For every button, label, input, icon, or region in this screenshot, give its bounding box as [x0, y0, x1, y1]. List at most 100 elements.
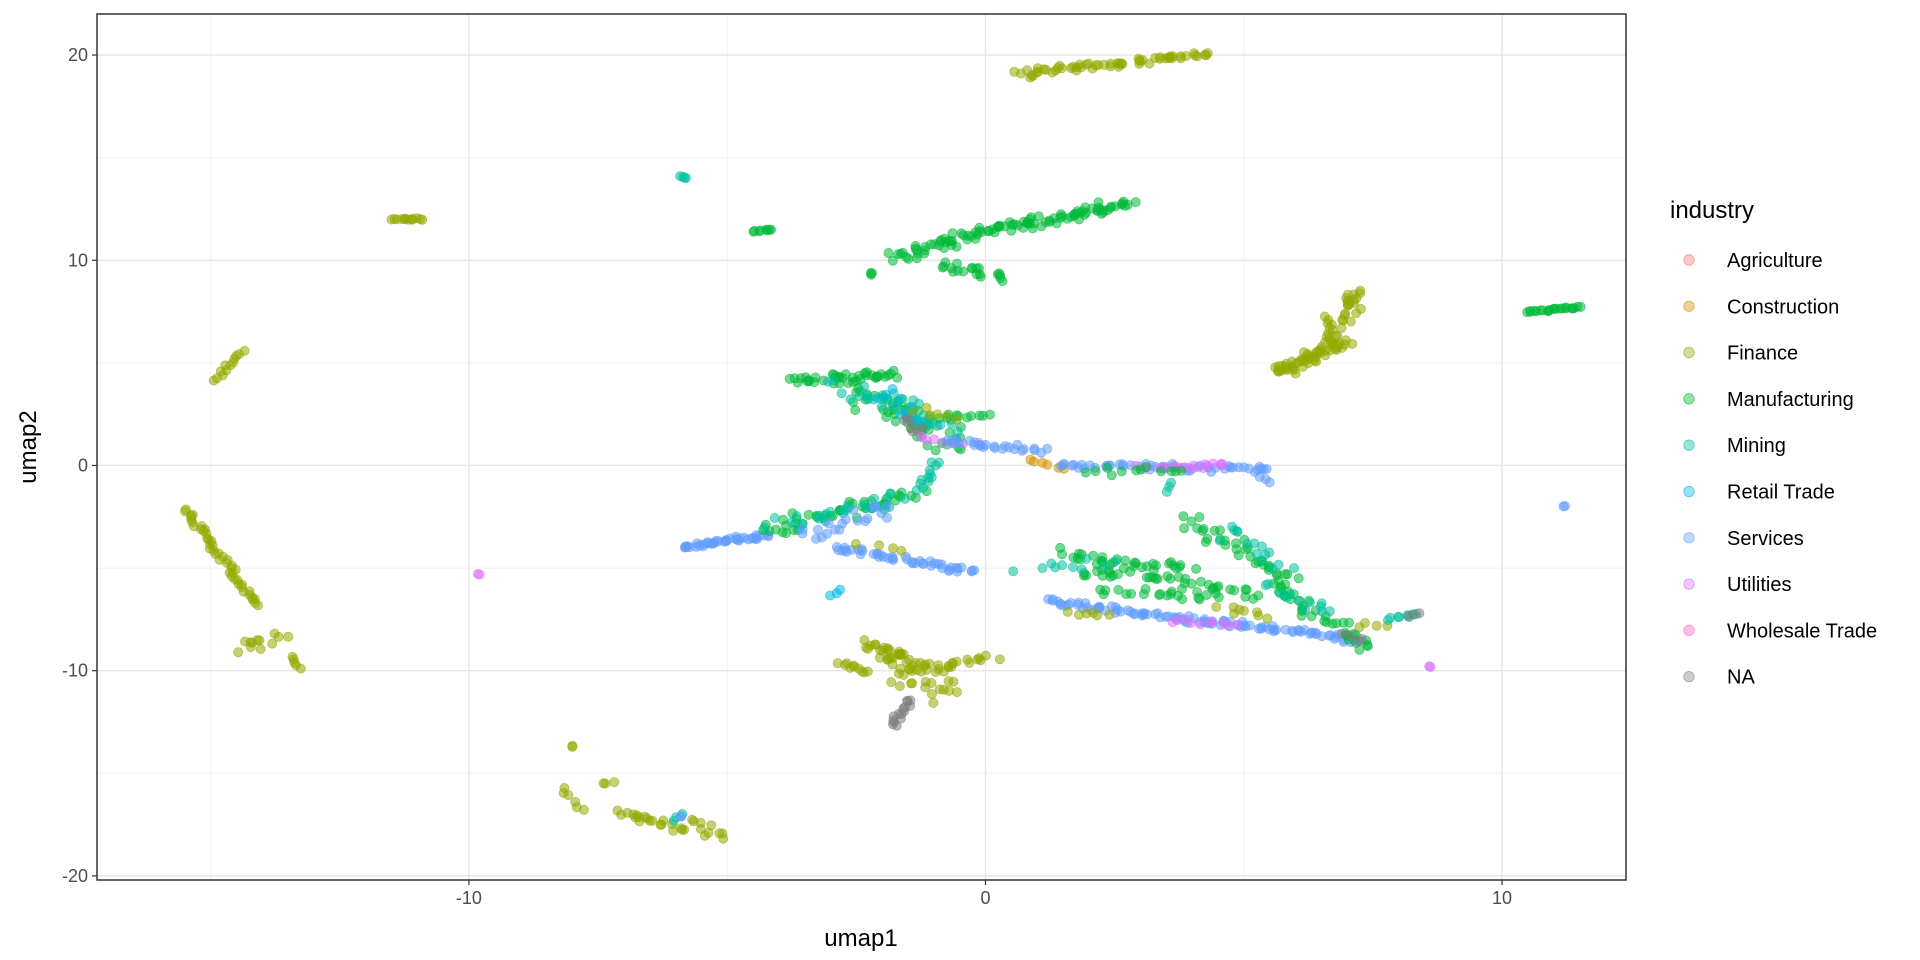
point-finance [951, 414, 962, 425]
point-na [1414, 608, 1425, 619]
point-manufacturing [883, 247, 894, 258]
legend-key-agriculture [1683, 254, 1695, 266]
point-finance [1134, 55, 1145, 66]
point-finance [1091, 60, 1102, 71]
point-services [952, 566, 963, 577]
point-services [876, 508, 887, 519]
x-tick-label: 10 [1492, 888, 1512, 908]
point-mining [1076, 564, 1087, 575]
point-finance [1211, 602, 1222, 613]
point-finance [894, 681, 905, 692]
point-retail-trade [881, 389, 892, 400]
point-finance [862, 643, 873, 654]
point-finance [1371, 620, 1382, 631]
point-manufacturing [1100, 585, 1111, 596]
point-finance [239, 345, 250, 356]
point-mining [952, 426, 963, 437]
y-tick-label: 0 [78, 455, 88, 475]
point-mining [1285, 589, 1296, 600]
point-utilities [1216, 458, 1227, 469]
point-construction [1042, 459, 1053, 470]
point-mining [1068, 562, 1079, 573]
point-manufacturing [1178, 511, 1189, 522]
point-manufacturing [994, 221, 1005, 232]
point-finance [943, 660, 954, 671]
legend-key-wholesale-trade [1683, 624, 1695, 637]
point-finance [933, 664, 944, 675]
point-manufacturing [1080, 467, 1091, 478]
point-manufacturing [958, 266, 969, 277]
point-manufacturing [848, 376, 859, 387]
legend-key-manufacturing [1683, 393, 1695, 405]
point-manufacturing [1225, 584, 1236, 595]
point-manufacturing [880, 371, 891, 382]
point-manufacturing [1166, 557, 1177, 568]
point-mining [1008, 566, 1019, 577]
point-manufacturing [910, 243, 921, 254]
point-mining [786, 517, 797, 528]
point-manufacturing [1138, 589, 1149, 600]
point-mining [1241, 538, 1252, 549]
point-manufacturing [1233, 550, 1244, 561]
point-mining [825, 506, 836, 517]
point-services [1240, 621, 1251, 632]
axes: -10 0 10 -20 -10 0 10 20 [62, 45, 1512, 908]
point-mining [836, 388, 847, 399]
point-manufacturing [1191, 563, 1202, 574]
point-services [954, 438, 965, 449]
legend-label-na: NA [1727, 667, 1755, 689]
point-finance [898, 669, 909, 680]
point-manufacturing [936, 235, 947, 246]
legend: industry Agriculture Construction Finance M… [1670, 197, 1877, 689]
y-tick-label: 10 [68, 250, 88, 270]
point-services [841, 546, 852, 557]
point-manufacturing [1319, 616, 1330, 627]
point-manufacturing [1151, 560, 1162, 571]
point-manufacturing [1338, 617, 1349, 628]
point-mining [1110, 556, 1121, 567]
point-services [1261, 463, 1272, 474]
point-services [1142, 609, 1153, 620]
point-services [1324, 630, 1335, 641]
point-manufacturing [887, 255, 898, 266]
point-finance [906, 678, 917, 689]
point-manufacturing [1186, 516, 1197, 527]
point-mining [1257, 555, 1268, 566]
point-services [848, 504, 859, 515]
point-finance [644, 815, 655, 826]
point-manufacturing [1119, 200, 1130, 211]
point-finance [612, 805, 623, 816]
point-services [887, 553, 898, 564]
point-finance [295, 663, 306, 674]
point-mining [859, 381, 870, 392]
point-finance [600, 778, 611, 789]
point-na [1345, 630, 1356, 641]
point-finance [886, 677, 897, 688]
point-manufacturing [1009, 219, 1020, 230]
point-manufacturing [1141, 462, 1152, 473]
point-manufacturing [920, 241, 931, 252]
point-na [1336, 628, 1347, 639]
point-manufacturing [1106, 201, 1117, 212]
point-mining [1393, 611, 1404, 622]
legend-label-wholesale-trade: Wholesale Trade [1727, 620, 1877, 642]
point-finance [1104, 609, 1115, 620]
point-manufacturing [1156, 466, 1167, 477]
point-mining [1263, 579, 1274, 590]
point-manufacturing [1248, 593, 1259, 604]
point-mining [885, 488, 896, 499]
point-manufacturing [1362, 641, 1373, 652]
point-finance [888, 652, 899, 663]
point-manufacturing [1194, 594, 1205, 605]
point-finance [896, 545, 907, 556]
point-manufacturing [1106, 470, 1117, 481]
point-manufacturing [865, 267, 876, 278]
point-manufacturing [1200, 537, 1211, 548]
point-manufacturing [1575, 301, 1586, 312]
point-finance [994, 654, 1005, 665]
legend-key-mining [1683, 439, 1695, 451]
point-finance [845, 662, 856, 673]
point-finance [254, 635, 265, 646]
point-manufacturing [1179, 523, 1190, 534]
point-na [1353, 635, 1364, 646]
